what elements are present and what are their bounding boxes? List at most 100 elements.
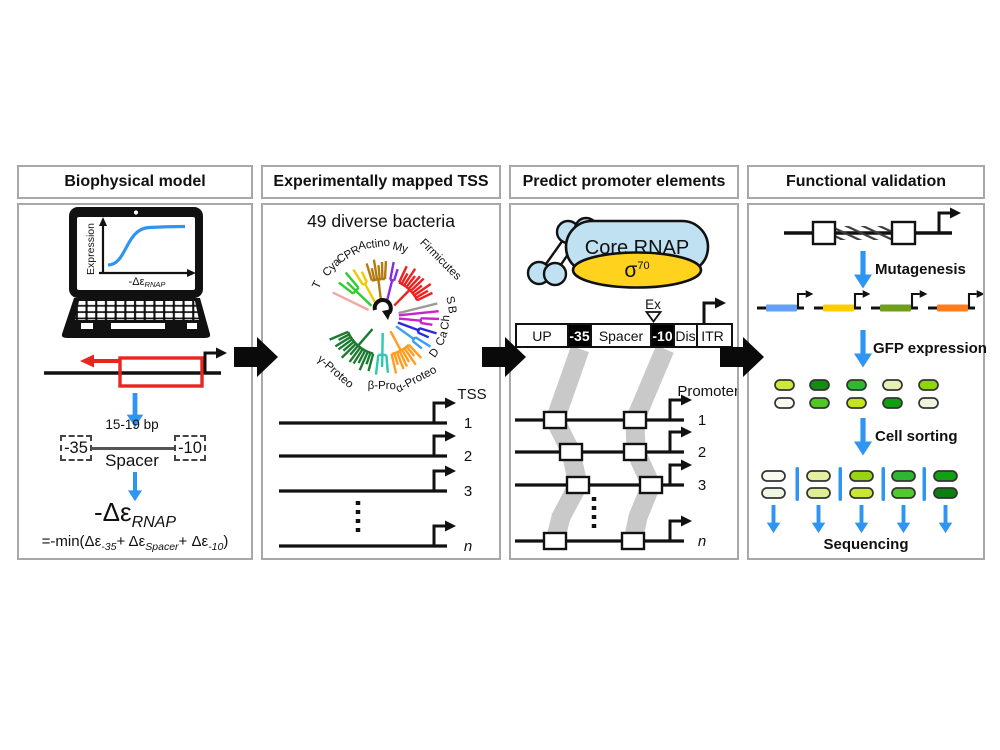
sigma-label: σ70 (624, 259, 649, 282)
clade-label: α-Proteo (394, 364, 439, 395)
down-arrow (896, 505, 911, 534)
clade-leaf (420, 317, 440, 321)
clade-label: Ch (439, 315, 452, 331)
clade-arc (398, 281, 419, 301)
cell (761, 487, 786, 499)
expression-plot: Expression -ΔεRNAP (85, 217, 196, 289)
laptop-icon: Expression -ΔεRNAP (61, 207, 211, 338)
panel-title-text: Experimentally mapped TSS (273, 173, 489, 190)
mutagenesis-label: Mutagenesis (875, 261, 966, 278)
clade-arc (362, 281, 368, 286)
reverse-arrowhead (80, 354, 94, 368)
cell (882, 379, 903, 391)
cell (933, 470, 958, 482)
clade-leaf (352, 268, 364, 286)
alignment-bands (545, 345, 674, 544)
down-arrow (854, 330, 872, 368)
svg-text:3: 3 (698, 477, 706, 494)
tree-caption: 49 diverse bacteria (307, 211, 455, 231)
clade-leaf (411, 284, 423, 295)
bin-separator (922, 467, 926, 501)
clade-stem (363, 283, 377, 304)
clade-label: γ-Proteo (315, 353, 356, 391)
clade-leaf (414, 336, 432, 348)
panel-validation: Mutagenesis GFP expression Cell sorting … (747, 203, 987, 560)
clade-stem (395, 325, 415, 341)
tss-bent-arrow (937, 206, 963, 235)
tree-center-arrow (372, 298, 393, 320)
clade-leaf (420, 321, 433, 327)
clade-leaf (398, 350, 409, 368)
cell (774, 397, 795, 409)
clade-arc (391, 343, 410, 356)
cell (761, 470, 786, 482)
clade-leaf (408, 343, 423, 359)
cell (849, 470, 874, 482)
tss-bent-arrow (668, 425, 694, 454)
clade-leaf (365, 263, 374, 282)
element-box (542, 410, 568, 430)
rnap-holoenzyme: Core RNAP σ70 (526, 216, 710, 289)
cell (882, 397, 903, 409)
panel-biophysical: Expression -ΔεRNAP 15-19 bp -35 -10 Spac (17, 203, 253, 560)
cell (849, 487, 874, 499)
panel-title-text: Biophysical model (64, 173, 206, 190)
cell (806, 470, 831, 482)
clade-leaf (365, 352, 372, 365)
tss-bent-arrow (668, 514, 694, 543)
cell (806, 487, 831, 499)
clade-stem (357, 328, 374, 347)
cell (809, 397, 830, 409)
promoter-region-box (118, 356, 204, 388)
cell (846, 379, 867, 391)
down-arrow (766, 505, 781, 534)
clade-stem (398, 309, 439, 317)
panel-title-predict: Predict promoter elements (509, 165, 739, 199)
tss-bent-arrow (668, 458, 694, 487)
cell (933, 487, 958, 499)
clade-leaf (344, 271, 360, 289)
tss-bent-arrow (967, 289, 983, 310)
panel-title-biophysical: Biophysical model (17, 165, 253, 199)
clade-leaf (372, 259, 379, 280)
right-arrow-icon (720, 337, 764, 377)
clade-stem (397, 321, 420, 332)
x-axis-label: -ΔεRNAP (129, 276, 166, 289)
tss-bent-arrow (853, 289, 872, 310)
right-arrow-icon (482, 337, 526, 377)
clade-label: B (445, 305, 458, 314)
down-arrow (938, 505, 953, 534)
clade-leaf (374, 354, 380, 375)
variant-bar (880, 304, 911, 312)
tss-bent-arrow (432, 464, 458, 493)
sorted-bins (761, 467, 958, 501)
clade-stem (385, 279, 394, 302)
clade-stem (398, 317, 421, 322)
cell (846, 397, 867, 409)
clade-label: My (391, 240, 409, 255)
variant-bar (766, 304, 797, 312)
bar-cell-itr: ITR (701, 327, 724, 344)
laptop-keys (75, 301, 199, 320)
tss-bent-arrow (432, 429, 458, 458)
bar-cell-minus35: -35 (569, 325, 592, 346)
svg-text:n: n (464, 538, 472, 555)
clade-leaf (349, 344, 359, 356)
cell (891, 487, 916, 499)
clade-leaf (405, 275, 416, 288)
sigmoid-curve (107, 224, 186, 267)
clade-leaf (415, 289, 429, 299)
svg-text:3: 3 (464, 483, 472, 500)
element-box (811, 220, 837, 246)
clade-leaf (338, 281, 354, 295)
element-box (620, 531, 646, 551)
cell-sorting-label: Cell sorting (875, 428, 958, 445)
clade-leaf (370, 268, 376, 281)
predict-diagram: Core RNAP σ70 Ex Promoter 1 2 (515, 216, 737, 551)
tss-bent-arrow (796, 289, 815, 310)
clade-leaf (416, 291, 433, 302)
clade-label: β-Pro (368, 380, 397, 392)
variant-construct (928, 289, 983, 312)
energy-equation: -ΔεRNAP =-min(Δε-35+ ΔεSpacer+ Δε-10) (19, 497, 251, 553)
